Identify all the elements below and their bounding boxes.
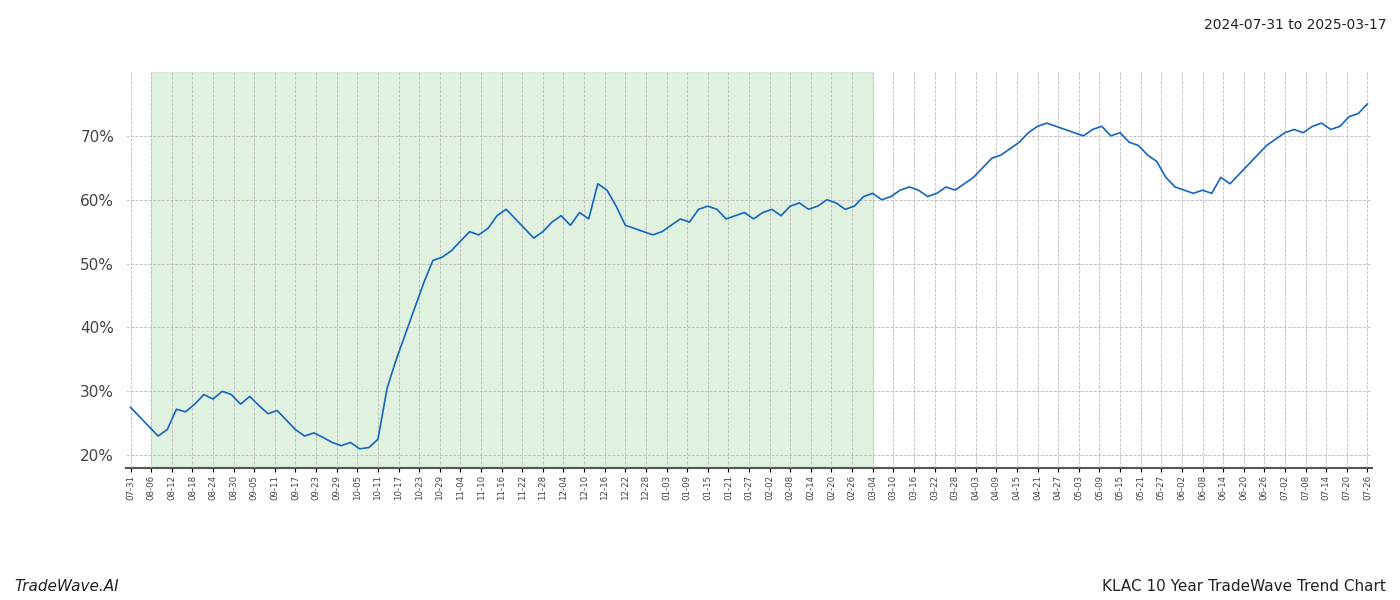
Bar bbox=[151, 72, 872, 468]
Text: KLAC 10 Year TradeWave Trend Chart: KLAC 10 Year TradeWave Trend Chart bbox=[1102, 579, 1386, 594]
Text: TradeWave.AI: TradeWave.AI bbox=[14, 579, 119, 594]
Text: 2024-07-31 to 2025-03-17: 2024-07-31 to 2025-03-17 bbox=[1204, 18, 1386, 32]
